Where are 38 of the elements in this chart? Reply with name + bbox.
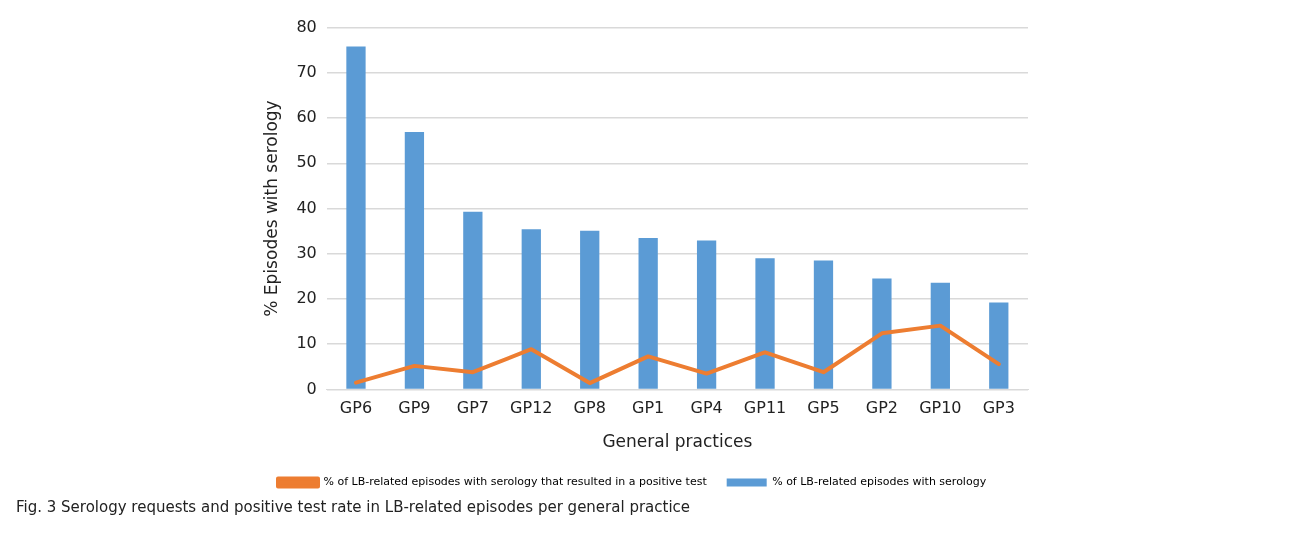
bar (813, 260, 834, 389)
bar (930, 282, 950, 389)
bar (989, 302, 1009, 389)
x-tick-label: GP3 (982, 398, 1015, 418)
y-tick-label: 50 (296, 152, 317, 172)
x-tick-label: GP9 (398, 398, 431, 418)
bar (755, 258, 775, 389)
x-tick-label: GP8 (573, 398, 606, 418)
y-tick-label: 60 (296, 107, 317, 127)
y-tick-label: 70 (296, 61, 317, 81)
x-tick-label: GP11 (743, 398, 787, 418)
bar (638, 237, 658, 389)
bar (463, 211, 483, 389)
x-tick-label: GP4 (690, 398, 723, 418)
x-tick-label: GP10 (919, 398, 962, 418)
legend-label: % of LB-related episodes with serology that resulted in a positive test (323, 475, 708, 489)
x-tick-label: GP1 (632, 398, 665, 418)
bar (872, 278, 892, 389)
legend-label: % of LB-related episodes with serology (772, 475, 987, 489)
x-tick-label: GP5 (807, 398, 840, 418)
bar (521, 229, 541, 389)
x-tick-label: GP7 (456, 398, 489, 418)
y-tick-label: 0 (306, 378, 317, 398)
bar (346, 46, 366, 389)
y-tick-label: 80 (296, 16, 317, 36)
y-tick-label: 30 (296, 242, 317, 262)
bar (580, 230, 600, 389)
y-tick-label: 10 (296, 333, 317, 353)
x-tick-label: GP6 (339, 398, 373, 418)
bar (696, 240, 717, 389)
y-tick-label: 20 (296, 288, 317, 308)
x-tick-label: GP12 (510, 398, 553, 418)
x-tick-label: GP2 (865, 398, 899, 418)
y-axis-title: % Episodes with serology (260, 100, 281, 317)
x-axis-title: General practices (602, 431, 753, 452)
caption: Fig. 3 Serology requests and positive test rate in LB-related episodes per general practice (16, 498, 692, 516)
bar (404, 132, 425, 389)
y-tick-label: 40 (296, 197, 317, 217)
